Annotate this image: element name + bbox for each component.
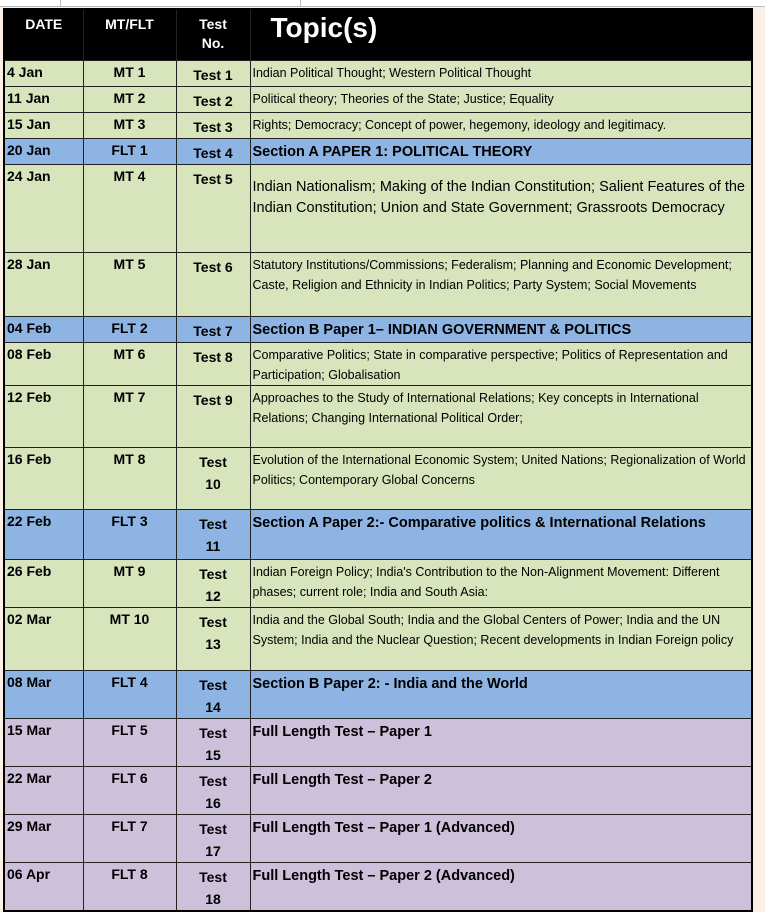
date-cell[interactable]: 22 Mar	[3, 765, 84, 815]
date-cell[interactable]: 15 Mar	[3, 717, 84, 767]
type-cell[interactable]: MT 7	[82, 384, 177, 448]
spreadsheet-toolbar-strip	[0, 0, 765, 7]
type-cell[interactable]: FLT 2	[82, 315, 177, 343]
type-cell[interactable]: MT 10	[82, 606, 177, 671]
header-row: DATE MT/FLT Test No. Topic(s)	[3, 8, 753, 61]
table-row: 4 Jan MT 1 Test 1 Indian Political Thought;…	[3, 59, 753, 87]
test-no-cell[interactable]: Test 8	[175, 341, 251, 386]
type-cell[interactable]: FLT 5	[82, 717, 177, 767]
type-cell[interactable]: MT 4	[82, 163, 177, 253]
date-cell[interactable]: 11 Jan	[3, 85, 84, 113]
type-cell[interactable]: FLT 8	[82, 861, 177, 911]
date-cell[interactable]: 26 Feb	[3, 558, 84, 608]
date-cell[interactable]: 24 Jan	[3, 163, 84, 253]
test-no-cell[interactable]: Test 18	[175, 861, 251, 911]
type-cell[interactable]: MT 6	[82, 341, 177, 386]
table-row: 24 Jan MT 4 Test 5 Indian Nationalism; Maki…	[3, 163, 753, 253]
date-cell[interactable]: 04 Feb	[3, 315, 84, 343]
type-cell[interactable]: MT 9	[82, 558, 177, 608]
table-row: 16 Feb MT 8 Test 10 Evolution of the Interna…	[3, 446, 753, 510]
table-row: 20 Jan FLT 1 Test 4 Section A PAPER 1: POLI…	[3, 137, 753, 165]
header-date: DATE	[3, 8, 84, 61]
test-no-cell[interactable]: Test 6	[175, 251, 251, 317]
type-cell[interactable]: FLT 6	[82, 765, 177, 815]
test-no-cell[interactable]: Test 17	[175, 813, 251, 863]
test-no-cell[interactable]: Test 15	[175, 717, 251, 767]
type-cell[interactable]: MT 1	[82, 59, 177, 87]
topic-cell[interactable]: Full Length Test – Paper 1	[249, 717, 753, 767]
topic-cell[interactable]: Full Length Test – Paper 2	[249, 765, 753, 815]
topic-cell[interactable]: Section B Paper 1– INDIAN GOVERNMENT & P…	[249, 315, 753, 343]
type-cell[interactable]: MT 8	[82, 446, 177, 510]
type-cell[interactable]: FLT 4	[82, 669, 177, 719]
topic-cell[interactable]: Indian Political Thought; Western Politi…	[249, 59, 753, 87]
table-row: 12 Feb MT 7 Test 9 Approaches to the Study …	[3, 384, 753, 448]
table-row: 15 Jan MT 3 Test 3 Rights; Democracy; Conce…	[3, 111, 753, 139]
topic-cell[interactable]: Indian Nationalism; Making of the Indian…	[249, 163, 753, 253]
topic-cell[interactable]: Statutory Institutions/Commissions; Fede…	[249, 251, 753, 317]
table-row: 06 Apr FLT 8 Test 18 Full Length Test – Pape…	[3, 861, 753, 911]
topic-cell[interactable]: Section A Paper 2:- Comparative politics…	[249, 508, 753, 560]
date-cell[interactable]: 28 Jan	[3, 251, 84, 317]
topic-cell[interactable]: Evolution of the International Economic …	[249, 446, 753, 510]
type-cell[interactable]: MT 3	[82, 111, 177, 139]
header-test-no: Test No.	[175, 8, 251, 61]
table-row: 15 Mar FLT 5 Test 15 Full Length Test – Pape…	[3, 717, 753, 767]
test-no-cell[interactable]: Test 16	[175, 765, 251, 815]
table-row: 08 Mar FLT 4 Test 14 Section B Paper 2: - In…	[3, 669, 753, 719]
date-cell[interactable]: 4 Jan	[3, 59, 84, 87]
topic-cell[interactable]: Rights; Democracy; Concept of power, heg…	[249, 111, 753, 139]
topic-cell[interactable]: Political theory; Theories of the State;…	[249, 85, 753, 113]
test-no-cell[interactable]: Test 9	[175, 384, 251, 448]
header-topics: Topic(s)	[249, 8, 753, 61]
topic-cell[interactable]: Indian Foreign Policy; India's Contribut…	[249, 558, 753, 608]
table-row: 22 Mar FLT 6 Test 16 Full Length Test – Pape…	[3, 765, 753, 815]
topic-cell[interactable]: Comparative Politics; State in comparati…	[249, 341, 753, 386]
test-no-cell[interactable]: Test 7	[175, 315, 251, 343]
topic-cell[interactable]: Full Length Test – Paper 2 (Advanced)	[249, 861, 753, 911]
table-row: 28 Jan MT 5 Test 6 Statutory Institutions/C…	[3, 251, 753, 317]
test-no-cell[interactable]: Test 3	[175, 111, 251, 139]
type-cell[interactable]: FLT 1	[82, 137, 177, 165]
date-cell[interactable]: 08 Feb	[3, 341, 84, 386]
date-cell[interactable]: 20 Jan	[3, 137, 84, 165]
topic-cell[interactable]: India and the Global South; India and th…	[249, 606, 753, 671]
table-row: 29 Mar FLT 7 Test 17 Full Length Test – Pape…	[3, 813, 753, 863]
type-cell[interactable]: MT 2	[82, 85, 177, 113]
type-cell[interactable]: FLT 7	[82, 813, 177, 863]
test-no-cell[interactable]: Test 14	[175, 669, 251, 719]
test-no-cell[interactable]: Test 2	[175, 85, 251, 113]
table-row: 08 Feb MT 6 Test 8 Comparative Politics; St…	[3, 341, 753, 386]
table-row: 11 Jan MT 2 Test 2 Political theory; Theori…	[3, 85, 753, 113]
test-no-cell[interactable]: Test 12	[175, 558, 251, 608]
test-no-cell[interactable]: Test 13	[175, 606, 251, 671]
test-no-cell[interactable]: Test 5	[175, 163, 251, 253]
type-cell[interactable]: FLT 3	[82, 508, 177, 560]
type-cell[interactable]: MT 5	[82, 251, 177, 317]
test-no-cell[interactable]: Test 10	[175, 446, 251, 510]
test-schedule-table: DATE MT/FLT Test No. Topic(s) 4 Jan MT 1 Te…	[3, 8, 753, 912]
topic-cell[interactable]: Full Length Test – Paper 1 (Advanced)	[249, 813, 753, 863]
test-no-cell[interactable]: Test 11	[175, 508, 251, 560]
date-cell[interactable]: 29 Mar	[3, 813, 84, 863]
test-no-cell[interactable]: Test 4	[175, 137, 251, 165]
topic-cell[interactable]: Approaches to the Study of International…	[249, 384, 753, 448]
header-type: MT/FLT	[82, 8, 177, 61]
topic-cell[interactable]: Section A PAPER 1: POLITICAL THEORY	[249, 137, 753, 165]
table-row: 22 Feb FLT 3 Test 11 Section A Paper 2:- Com…	[3, 508, 753, 560]
table-row: 02 Mar MT 10 Test 13 India and the Global So…	[3, 606, 753, 671]
topic-cell[interactable]: Section B Paper 2: - India and the World	[249, 669, 753, 719]
table-row: 26 Feb MT 9 Test 12 Indian Foreign Policy; I…	[3, 558, 753, 608]
date-cell[interactable]: 12 Feb	[3, 384, 84, 448]
date-cell[interactable]: 15 Jan	[3, 111, 84, 139]
test-no-cell[interactable]: Test 1	[175, 59, 251, 87]
table-row: 04 Feb FLT 2 Test 7 Section B Paper 1– INDI…	[3, 315, 753, 343]
date-cell[interactable]: 02 Mar	[3, 606, 84, 671]
date-cell[interactable]: 16 Feb	[3, 446, 84, 510]
date-cell[interactable]: 08 Mar	[3, 669, 84, 719]
date-cell[interactable]: 22 Feb	[3, 508, 84, 560]
date-cell[interactable]: 06 Apr	[3, 861, 84, 911]
